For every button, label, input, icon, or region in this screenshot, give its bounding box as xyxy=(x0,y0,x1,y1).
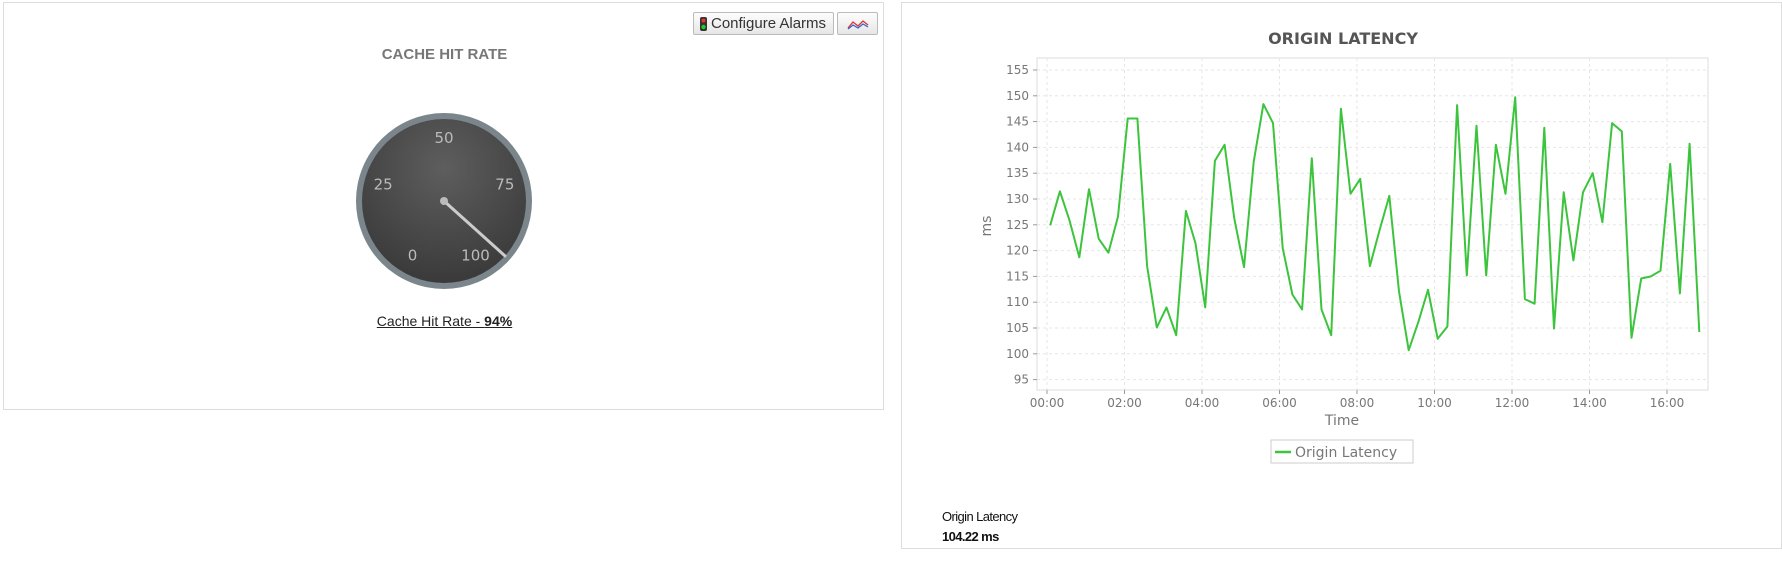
chart-view-button[interactable] xyxy=(837,12,878,35)
y-tick-label: 150 xyxy=(1006,89,1029,103)
y-axis-label: ms xyxy=(979,216,995,237)
legend[interactable]: Origin Latency xyxy=(1270,439,1414,464)
gauge-tick-label: 0 xyxy=(408,247,418,265)
summary-value: 104.22 ms xyxy=(942,529,999,544)
configure-alarms-label: Configure Alarms xyxy=(711,15,827,32)
y-tick-label: 130 xyxy=(1006,192,1029,206)
y-tick-label: 155 xyxy=(1006,63,1029,77)
x-tick-label: 04:00 xyxy=(1185,396,1220,410)
x-tick-label: 08:00 xyxy=(1340,396,1375,410)
summary-label: Origin Latency xyxy=(942,509,1018,524)
y-tick-label: 105 xyxy=(1006,321,1029,335)
x-tick-label: 14:00 xyxy=(1572,396,1607,410)
y-tick-label: 145 xyxy=(1006,115,1029,129)
x-tick-label: 16:00 xyxy=(1650,396,1685,410)
cache-hit-rate-panel: Configure Alarms CACHE HIT RATE 0 25 50 75 1… xyxy=(3,2,884,410)
gauge-tick-label: 100 xyxy=(461,247,490,265)
y-tick-label: 135 xyxy=(1006,166,1029,180)
y-tick-label: 110 xyxy=(1006,295,1029,309)
x-tick-label: 00:00 xyxy=(1030,396,1065,410)
gauge-caption-link[interactable]: Cache Hit Rate - 94% xyxy=(4,313,885,329)
origin-latency-chart: ORIGIN LATENCY 95 100 105 110 115 120 125 130 13… xyxy=(979,29,1709,464)
gauge-hub xyxy=(440,197,448,205)
y-tick-label: 125 xyxy=(1006,218,1029,232)
gauge-tick-label: 50 xyxy=(434,129,453,147)
configure-alarms-button[interactable]: Configure Alarms xyxy=(693,12,834,35)
x-tick-label: 10:00 xyxy=(1417,396,1452,410)
origin-latency-panel: ORIGIN LATENCY 95 100 105 110 115 120 125 130 13… xyxy=(901,2,1782,549)
y-tick-label: 95 xyxy=(1014,373,1029,387)
x-tick-label: 12:00 xyxy=(1495,396,1530,410)
y-tick-label: 140 xyxy=(1006,140,1029,154)
x-tick-label: 02:00 xyxy=(1107,396,1142,410)
x-axis-label: Time xyxy=(1324,413,1359,429)
y-tick-label: 120 xyxy=(1006,244,1029,258)
gauge-tick-label: 25 xyxy=(374,176,393,194)
cache-hit-rate-gauge: 0 25 50 75 100 xyxy=(356,113,532,289)
plot-area xyxy=(1036,57,1709,391)
legend-label: Origin Latency xyxy=(1295,445,1397,461)
y-tick-label: 115 xyxy=(1006,269,1029,283)
y-tick-label: 100 xyxy=(1006,347,1029,361)
traffic-light-icon xyxy=(700,16,707,31)
line-chart-icon xyxy=(847,19,868,30)
gauge-title: CACHE HIT RATE xyxy=(381,46,508,63)
gauge-needle xyxy=(442,199,507,258)
x-tick-label: 06:00 xyxy=(1262,396,1297,410)
caption-label: Cache Hit Rate - xyxy=(376,313,485,329)
caption-value: 94% xyxy=(484,313,513,329)
chart-title: ORIGIN LATENCY xyxy=(1268,29,1418,48)
series-line-origin-latency xyxy=(1049,96,1701,352)
gauge-tick-label: 75 xyxy=(495,176,514,194)
